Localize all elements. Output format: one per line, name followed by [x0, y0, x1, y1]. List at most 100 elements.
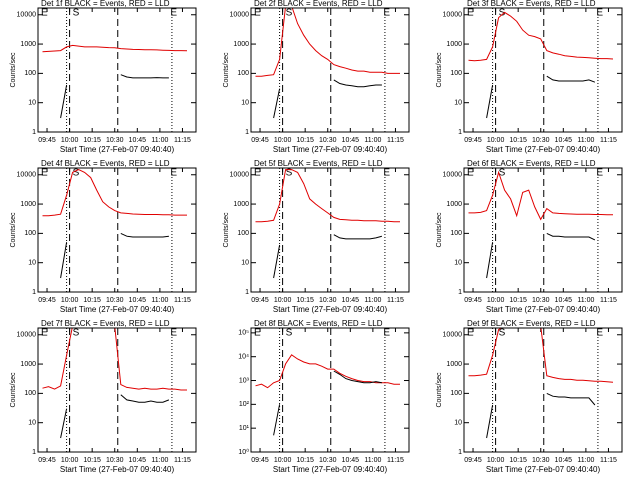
x-tick-label: 09:45: [464, 297, 482, 304]
x-tick-label: 11:15: [174, 457, 191, 464]
y-tick-label: 10¹: [239, 425, 250, 432]
series-line: [120, 232, 169, 238]
panel: Det 9f BLACK = Events, RED = LLD Counts/s…: [436, 319, 623, 474]
event-label: E: [596, 8, 603, 19]
event-label: E: [41, 328, 48, 339]
x-tick-label: 09:45: [464, 457, 482, 464]
x-tick-label: 10:15: [83, 297, 101, 304]
event-label: S: [73, 8, 80, 19]
x-tick-label: 10:30: [532, 297, 550, 304]
event-label: S: [499, 328, 506, 339]
x-tick-label: 10:45: [555, 297, 573, 304]
y-axis-label: Counts/sec: [10, 52, 17, 88]
y-tick-label: 10: [454, 260, 462, 267]
y-tick-label: 1000: [20, 41, 36, 48]
x-axis-label: Start Time (27-Feb-07 09:40:40): [486, 305, 601, 314]
x-tick-label: 09:45: [251, 457, 269, 464]
x-tick-label: 11:00: [577, 297, 594, 304]
y-tick-label: 100: [450, 70, 462, 77]
y-axis-label: Counts/sec: [223, 52, 230, 88]
x-tick-label: 10:30: [319, 137, 337, 144]
y-axis-label: Counts/sec: [10, 372, 17, 408]
panel: Det 3f BLACK = Events, RED = LLD Counts/s…: [436, 0, 623, 154]
plot-frame: [463, 7, 623, 133]
x-tick-label: 11:00: [364, 137, 381, 144]
event-label: E: [467, 328, 474, 339]
x-tick-label: 10:45: [129, 137, 147, 144]
series-line: [255, 354, 400, 389]
event-label: E: [254, 328, 261, 339]
series-line: [468, 170, 613, 221]
x-tick-label: 10:45: [342, 137, 360, 144]
plot-frame: [37, 7, 197, 133]
y-axis-label: Counts/sec: [10, 212, 17, 248]
x-tick-label: 09:45: [251, 137, 269, 144]
x-tick-label: 11:15: [600, 297, 617, 304]
y-tick-label: 10⁵: [238, 330, 249, 337]
event-label: S: [499, 8, 506, 19]
x-tick-label: 10:00: [274, 457, 292, 464]
x-tick-label: 10:15: [509, 457, 527, 464]
x-axis-label: Start Time (27-Feb-07 09:40:40): [60, 305, 175, 314]
panel: Det 6f BLACK = Events, RED = LLD Counts/s…: [436, 159, 623, 314]
x-tick-label: 10:15: [296, 457, 314, 464]
series-line: [255, 8, 400, 77]
chart-title: Det 3f BLACK = Events, RED = LLD: [467, 0, 596, 8]
series-line: [120, 74, 169, 79]
x-tick-label: 11:00: [151, 137, 168, 144]
plot-frame: [463, 167, 623, 293]
chart-title: Det 8f BLACK = Events, RED = LLD: [254, 319, 383, 328]
x-tick-label: 10:00: [274, 297, 292, 304]
y-tick-label: 1: [458, 449, 462, 456]
x-tick-label: 11:15: [174, 137, 191, 144]
event-label: S: [73, 168, 80, 179]
x-tick-label: 10:15: [509, 137, 527, 144]
series-line: [42, 169, 187, 217]
y-axis-label: Counts/sec: [436, 212, 443, 248]
x-tick-label: 11:15: [387, 137, 404, 144]
y-tick-label: 100: [24, 390, 36, 397]
plot-area: [468, 328, 614, 439]
event-label: S: [286, 8, 293, 19]
y-tick-label: 10²: [239, 401, 250, 408]
plot-area: [255, 354, 400, 436]
x-tick-label: 10:45: [129, 297, 147, 304]
series-line: [486, 84, 494, 119]
x-tick-label: 10:30: [319, 457, 337, 464]
y-tick-label: 10: [454, 420, 462, 427]
series-line: [468, 328, 614, 383]
x-tick-label: 10:45: [342, 457, 360, 464]
y-tick-label: 10000: [443, 172, 463, 179]
x-tick-label: 11:00: [151, 297, 168, 304]
series-line: [60, 408, 68, 439]
x-tick-label: 10:15: [296, 137, 314, 144]
x-tick-label: 10:00: [61, 297, 79, 304]
plot-frame: [37, 167, 197, 293]
x-tick-label: 10:30: [106, 457, 124, 464]
x-tick-label: 11:00: [151, 457, 168, 464]
y-tick-label: 10: [28, 100, 36, 107]
y-tick-label: 1000: [446, 361, 462, 368]
series-line: [42, 328, 187, 391]
series-line: [333, 234, 383, 240]
event-label: S: [286, 328, 293, 339]
y-tick-label: 1: [458, 129, 462, 136]
y-tick-label: 1: [245, 129, 249, 136]
plot-area: [42, 169, 187, 279]
y-tick-label: 10: [241, 100, 249, 107]
x-tick-label: 10:00: [61, 137, 79, 144]
x-tick-label: 09:45: [38, 297, 56, 304]
x-axis-label: Start Time (27-Feb-07 09:40:40): [273, 145, 388, 154]
x-tick-label: 11:15: [387, 297, 404, 304]
y-axis-label: Counts/sec: [436, 52, 443, 88]
y-tick-label: 10000: [443, 332, 463, 339]
event-label: S: [286, 168, 293, 179]
plot-area: [255, 8, 400, 119]
y-tick-label: 10000: [17, 332, 37, 339]
series-line: [120, 394, 170, 403]
panel: Det 2f BLACK = Events, RED = LLD Counts/s…: [223, 0, 410, 154]
chart-title: Det 7f BLACK = Events, RED = LLD: [41, 319, 170, 328]
y-tick-label: 10⁴: [238, 354, 249, 361]
y-tick-label: 10: [28, 260, 36, 267]
